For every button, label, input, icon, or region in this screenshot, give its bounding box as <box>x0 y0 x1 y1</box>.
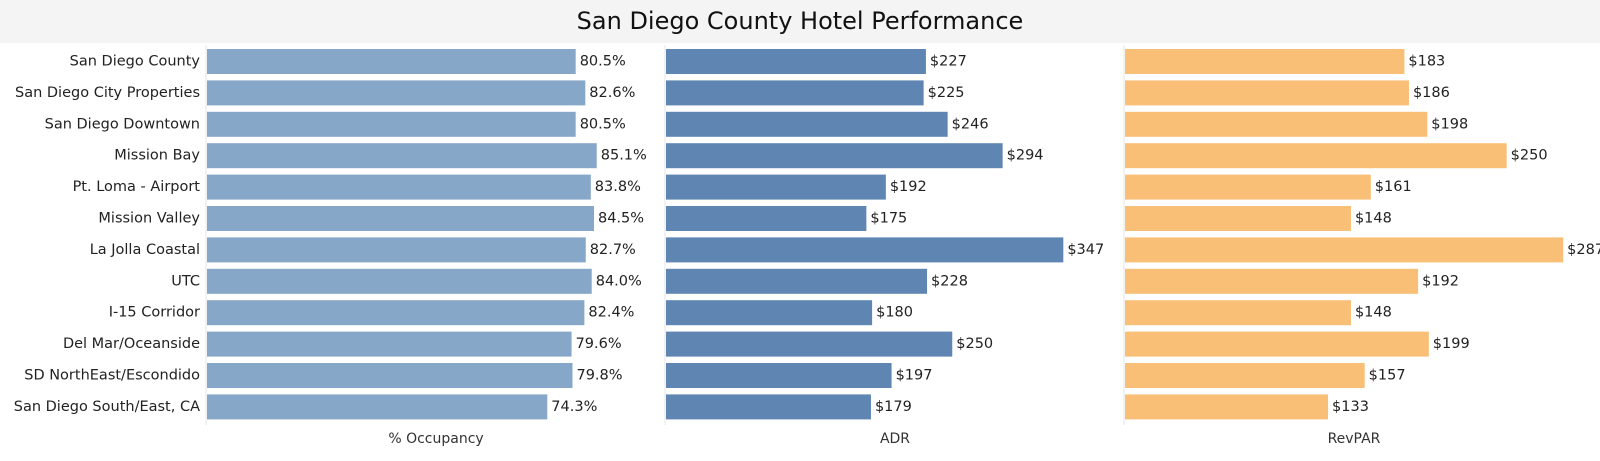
data-label: 84.5% <box>598 211 644 227</box>
category-label: San Diego South/East, CA <box>14 399 200 415</box>
data-label: 82.6% <box>589 85 635 101</box>
data-label: $287 <box>1567 242 1600 258</box>
chart-title: San Diego County Hotel Performance <box>576 7 1024 35</box>
bar <box>1125 331 1429 357</box>
data-label: 82.7% <box>590 242 636 258</box>
data-label: $192 <box>1422 273 1459 289</box>
bar <box>666 363 892 388</box>
bar <box>666 331 953 357</box>
data-label: $180 <box>876 305 913 321</box>
data-label: 84.0% <box>596 273 642 289</box>
bar <box>207 206 595 231</box>
category-label: UTC <box>171 273 200 289</box>
category-label: Mission Bay <box>114 148 200 164</box>
bar <box>207 300 585 326</box>
category-label: San Diego City Properties <box>15 85 200 101</box>
data-label: $198 <box>1431 116 1468 132</box>
category-label: Pt. Loma - Airport <box>73 179 201 195</box>
bar <box>666 49 926 74</box>
category-label: Mission Valley <box>98 211 200 227</box>
bar <box>666 268 928 294</box>
category-label: Del Mar/Oceanside <box>63 336 200 352</box>
bar <box>207 49 576 74</box>
category-label: La Jolla Coastal <box>90 242 200 258</box>
data-label: $192 <box>890 179 927 195</box>
data-label: $225 <box>928 85 965 101</box>
bar <box>666 80 924 106</box>
data-label: $175 <box>870 211 907 227</box>
bar <box>207 268 592 294</box>
data-label: $148 <box>1355 305 1392 321</box>
axis-title: RevPAR <box>1328 431 1381 447</box>
category-label: I-15 Corridor <box>109 305 200 321</box>
bar <box>207 237 586 263</box>
bar <box>1125 49 1405 74</box>
data-label: 80.5% <box>580 116 626 132</box>
bar <box>1125 300 1351 326</box>
data-label: $246 <box>952 116 989 132</box>
bar <box>1125 268 1419 294</box>
bar <box>666 237 1064 263</box>
data-label: $183 <box>1408 54 1445 70</box>
data-label: $294 <box>1007 148 1044 164</box>
bar <box>207 80 586 106</box>
bar <box>207 143 597 169</box>
bar <box>666 300 873 326</box>
data-label: 79.6% <box>576 336 622 352</box>
data-label: $199 <box>1433 336 1470 352</box>
data-label: $197 <box>896 368 933 384</box>
data-label: $161 <box>1375 179 1412 195</box>
data-label: $347 <box>1067 242 1104 258</box>
title-bar <box>0 0 1600 43</box>
category-label: San Diego Downtown <box>45 116 200 132</box>
bar <box>207 331 572 357</box>
data-label: 82.4% <box>588 305 634 321</box>
bar <box>666 174 886 200</box>
bar <box>207 394 548 420</box>
bar <box>1125 111 1428 137</box>
data-label: $250 <box>956 336 993 352</box>
data-label: $179 <box>875 399 912 415</box>
data-label: 83.8% <box>595 179 641 195</box>
category-label: San Diego County <box>70 54 201 70</box>
bar <box>1125 237 1564 263</box>
bar <box>666 206 867 231</box>
bar <box>666 111 948 137</box>
data-label: $250 <box>1511 148 1548 164</box>
data-label: $227 <box>930 54 967 70</box>
bar <box>1125 143 1507 169</box>
data-label: $228 <box>931 273 968 289</box>
bar <box>666 143 1003 169</box>
bar <box>1125 206 1351 231</box>
bar <box>1125 363 1365 388</box>
axis-title: ADR <box>880 431 910 447</box>
data-label: $148 <box>1355 211 1392 227</box>
bar <box>207 174 591 200</box>
bar <box>207 363 573 388</box>
data-label: $133 <box>1332 399 1369 415</box>
bar <box>1125 394 1329 420</box>
axis-title: % Occupancy <box>388 431 483 447</box>
bar <box>1125 174 1371 200</box>
data-label: 80.5% <box>580 54 626 70</box>
category-label: SD NorthEast/Escondido <box>24 368 200 384</box>
bar <box>1125 80 1409 106</box>
bar <box>666 394 871 420</box>
data-label: 74.3% <box>551 399 597 415</box>
data-label: 79.8% <box>576 368 622 384</box>
bar <box>207 111 576 137</box>
data-label: $157 <box>1369 368 1406 384</box>
data-label: 85.1% <box>601 148 647 164</box>
data-label: $186 <box>1413 85 1450 101</box>
